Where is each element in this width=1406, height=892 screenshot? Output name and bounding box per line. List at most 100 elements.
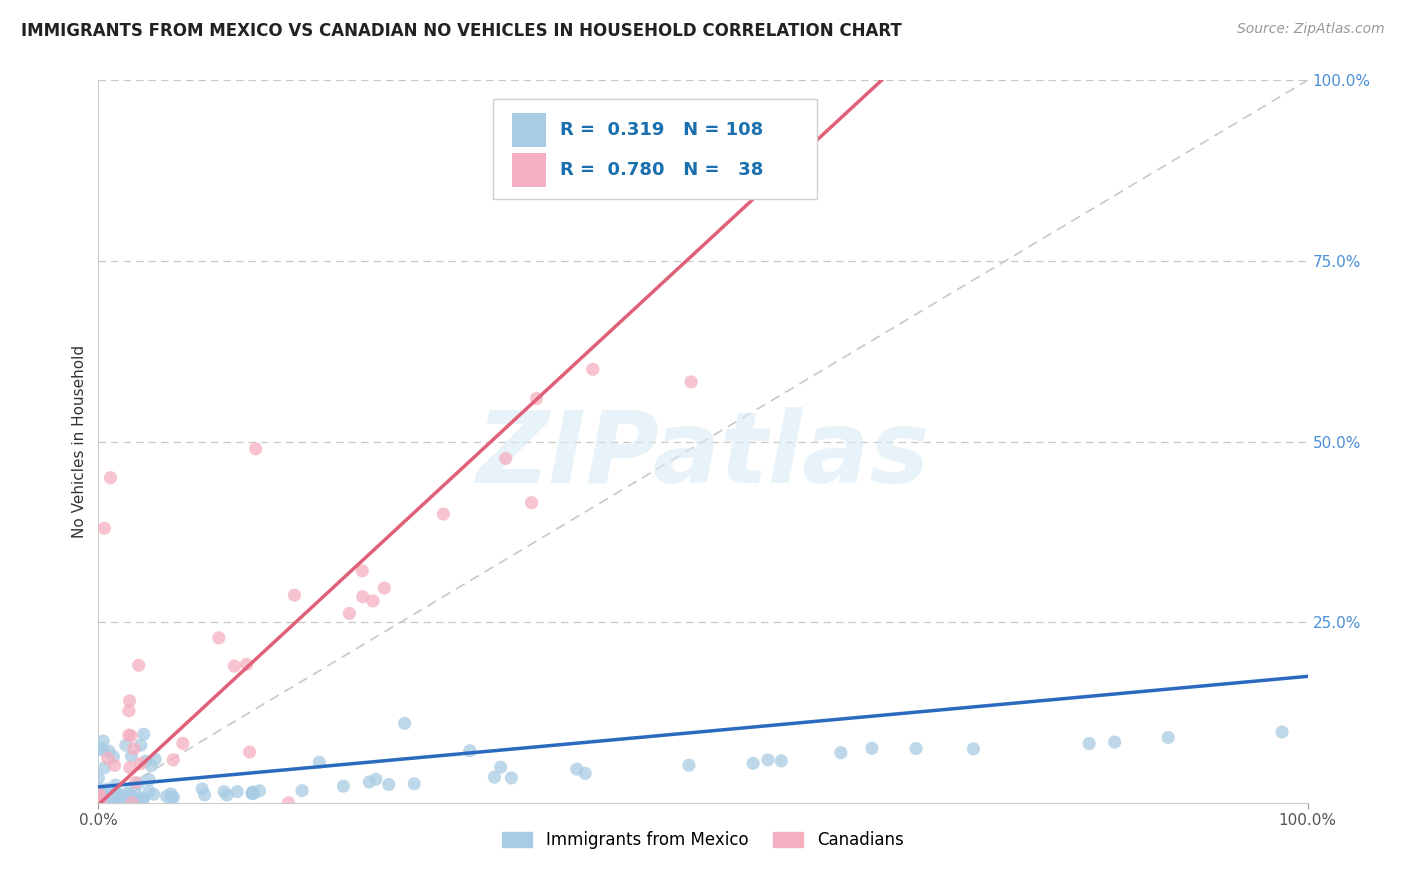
- Point: [172, 736, 194, 750]
- Point: [489, 760, 512, 774]
- Point: [118, 704, 141, 718]
- Point: [235, 657, 257, 672]
- Point: [238, 745, 260, 759]
- Point: [364, 772, 387, 787]
- Point: [142, 787, 165, 801]
- Point: [352, 564, 374, 578]
- Point: [132, 791, 155, 805]
- Point: [155, 789, 177, 804]
- Text: IMMIGRANTS FROM MEXICO VS CANADIAN NO VEHICLES IN HOUSEHOLD CORRELATION CHART: IMMIGRANTS FROM MEXICO VS CANADIAN NO VE…: [21, 22, 901, 40]
- Point: [678, 758, 700, 772]
- Point: [242, 785, 264, 799]
- Point: [143, 752, 166, 766]
- Point: [91, 792, 114, 806]
- Point: [87, 794, 110, 808]
- Point: [127, 792, 149, 806]
- Point: [87, 789, 110, 803]
- Point: [361, 594, 384, 608]
- Point: [249, 783, 271, 797]
- Point: [97, 781, 120, 796]
- Point: [332, 779, 354, 793]
- Point: [141, 758, 163, 772]
- Point: [87, 793, 110, 807]
- Point: [90, 792, 112, 806]
- FancyBboxPatch shape: [492, 99, 817, 199]
- Point: [97, 751, 120, 765]
- Point: [87, 781, 110, 796]
- Point: [118, 694, 141, 708]
- Point: [118, 761, 141, 775]
- Point: [87, 796, 110, 810]
- Point: [378, 778, 401, 792]
- Point: [352, 590, 374, 604]
- Point: [277, 796, 299, 810]
- FancyBboxPatch shape: [512, 112, 546, 147]
- Point: [1104, 735, 1126, 749]
- Point: [93, 761, 115, 775]
- Point: [215, 788, 238, 802]
- Point: [118, 728, 141, 742]
- Point: [87, 796, 110, 810]
- Point: [101, 795, 124, 809]
- Point: [194, 788, 217, 802]
- Point: [91, 795, 114, 809]
- Point: [138, 784, 160, 798]
- Point: [87, 788, 110, 802]
- Point: [240, 786, 263, 800]
- Point: [121, 796, 143, 810]
- Point: [91, 743, 114, 757]
- Point: [122, 794, 145, 808]
- Point: [224, 659, 246, 673]
- Point: [681, 375, 703, 389]
- Point: [394, 716, 416, 731]
- Point: [122, 741, 145, 756]
- Point: [432, 507, 454, 521]
- Point: [100, 470, 122, 484]
- Point: [124, 775, 146, 789]
- Text: ZIPatlas: ZIPatlas: [477, 408, 929, 505]
- Point: [291, 783, 314, 797]
- Point: [162, 753, 184, 767]
- Y-axis label: No Vehicles in Household: No Vehicles in Household: [72, 345, 87, 538]
- Point: [100, 784, 122, 798]
- Point: [105, 790, 128, 805]
- Point: [90, 796, 112, 810]
- Point: [93, 521, 115, 535]
- Point: [91, 734, 114, 748]
- Point: [1271, 725, 1294, 739]
- Text: R =  0.319   N = 108: R = 0.319 N = 108: [561, 121, 763, 139]
- Point: [114, 738, 136, 752]
- Point: [111, 789, 134, 804]
- Point: [120, 787, 142, 801]
- Point: [283, 588, 305, 602]
- Point: [101, 795, 124, 809]
- Point: [359, 775, 381, 789]
- Point: [107, 795, 129, 809]
- Point: [100, 790, 122, 805]
- Legend: Immigrants from Mexico, Canadians: Immigrants from Mexico, Canadians: [496, 824, 910, 856]
- Point: [160, 787, 183, 801]
- Point: [96, 786, 118, 800]
- Point: [112, 789, 135, 804]
- Point: [129, 756, 152, 771]
- Point: [484, 770, 506, 784]
- Point: [124, 785, 146, 799]
- Point: [103, 749, 125, 764]
- Point: [404, 777, 426, 791]
- Point: [107, 795, 129, 809]
- Point: [905, 741, 928, 756]
- Point: [98, 744, 121, 758]
- Point: [495, 451, 517, 466]
- Point: [128, 658, 150, 673]
- Point: [1078, 737, 1101, 751]
- Point: [87, 795, 110, 809]
- Point: [582, 362, 605, 376]
- Point: [89, 790, 111, 805]
- Text: Source: ZipAtlas.com: Source: ZipAtlas.com: [1237, 22, 1385, 37]
- Point: [117, 786, 139, 800]
- Point: [373, 581, 395, 595]
- Point: [245, 442, 267, 456]
- Point: [339, 607, 361, 621]
- Point: [212, 784, 235, 798]
- Point: [87, 796, 110, 810]
